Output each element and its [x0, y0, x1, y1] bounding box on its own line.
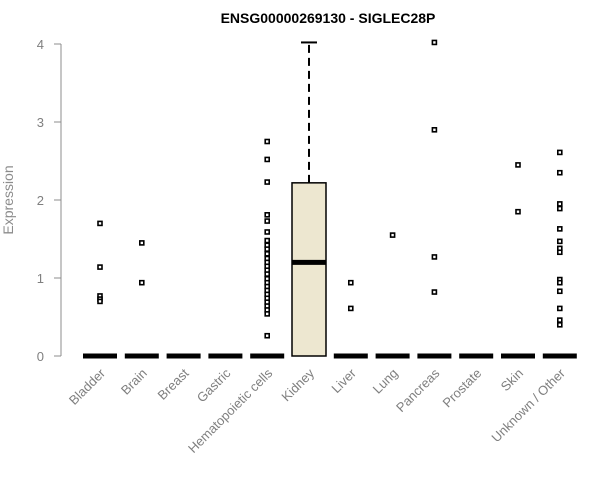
outlier-point — [97, 264, 103, 270]
outlier-point — [264, 156, 271, 163]
chart-title: ENSG00000269130 - SIGLEC28P — [221, 10, 436, 26]
outlier-point — [556, 169, 563, 176]
outlier-point — [264, 246, 271, 252]
x-tick-label: Skin — [498, 366, 526, 394]
outlier-point — [97, 298, 103, 305]
outlier-point — [264, 251, 271, 257]
x-tick-label: Kidney — [278, 365, 317, 404]
x-tick-label: Liver — [328, 365, 359, 396]
box-group — [417, 39, 452, 359]
outlier-point — [556, 149, 563, 156]
x-tick-label: Breast — [155, 365, 192, 402]
outlier-point — [556, 205, 563, 212]
outlier-point — [556, 288, 563, 295]
outlier-point — [347, 279, 354, 286]
outlier-point — [431, 127, 438, 133]
box-group — [501, 162, 535, 359]
outlier-point — [389, 232, 396, 238]
x-tick-label: Pancreas — [393, 365, 443, 415]
outlier-point — [347, 305, 354, 312]
box-group — [250, 138, 285, 359]
y-axis-title: Expression — [0, 165, 16, 234]
outlier-point — [556, 317, 563, 323]
outlier-point — [97, 220, 103, 227]
outlier-point — [264, 138, 271, 145]
outlier-point — [139, 279, 145, 286]
outlier-point — [264, 237, 271, 244]
outlier-point — [264, 229, 271, 235]
outlier-point — [264, 179, 271, 185]
x-tick-label: Brain — [118, 366, 150, 398]
box-group — [83, 220, 117, 359]
outlier-point — [431, 254, 438, 260]
x-tick-label: Prostate — [439, 366, 484, 411]
box-group — [542, 149, 577, 359]
outlier-point — [556, 201, 563, 207]
y-tick-label: 2 — [37, 193, 44, 208]
outlier-point — [264, 218, 271, 224]
outlier-point — [556, 305, 563, 312]
box-group — [291, 41, 327, 357]
outlier-point — [264, 311, 271, 317]
x-tick-label: Bladder — [66, 365, 109, 408]
y-tick-label: 3 — [37, 115, 44, 130]
x-tick-label: Lung — [370, 366, 401, 397]
outlier-point — [264, 332, 271, 339]
y-tick-label: 0 — [37, 349, 44, 364]
outlier-point — [515, 162, 521, 168]
outlier-point — [264, 212, 271, 218]
box-rect — [291, 182, 327, 357]
outlier-point — [556, 279, 563, 286]
y-tick-label: 1 — [37, 271, 44, 286]
outlier-point — [556, 226, 563, 232]
outlier-point — [431, 39, 438, 46]
box-group — [333, 279, 368, 359]
outlier-point — [556, 249, 563, 256]
box-group — [124, 240, 159, 359]
outlier-point — [556, 321, 563, 328]
box-series — [83, 39, 577, 359]
y-axis-ticks: 0 1 2 3 4 — [37, 37, 61, 364]
outlier-point — [431, 289, 438, 295]
outlier-point — [139, 240, 145, 246]
outlier-point — [515, 208, 521, 215]
x-tick-label: Unknown / Other — [488, 365, 568, 445]
outlier-point — [264, 271, 271, 277]
y-tick-label: 4 — [37, 37, 44, 52]
x-tick-label: Gastric — [194, 365, 234, 405]
box-group — [375, 232, 410, 359]
outlier-point — [556, 238, 563, 245]
